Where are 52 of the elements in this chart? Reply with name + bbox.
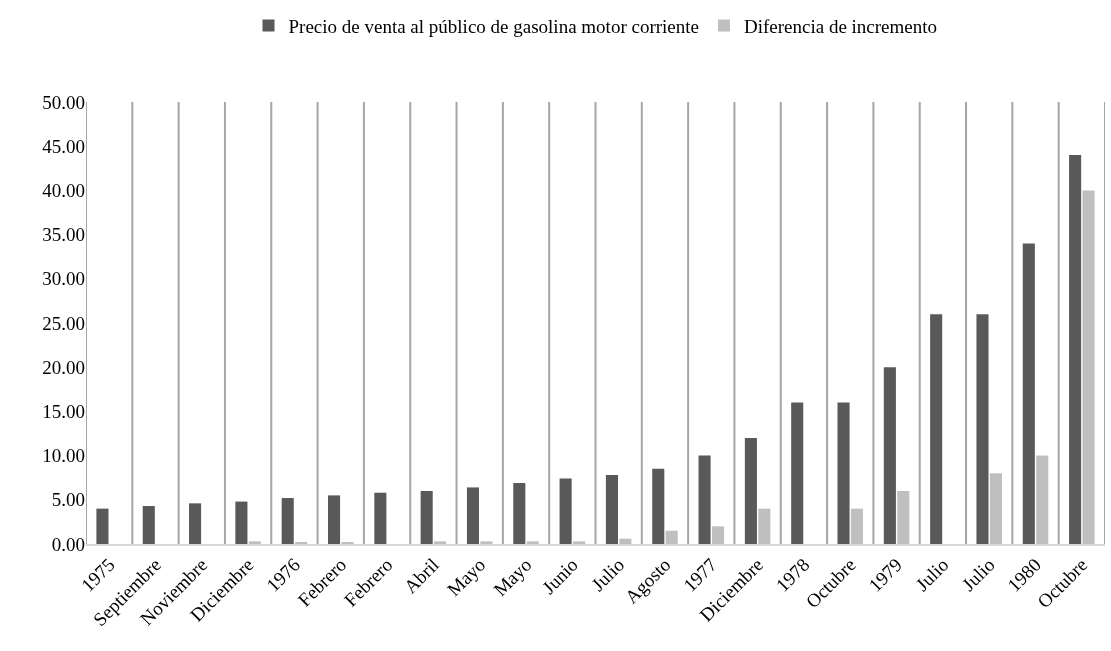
- y-tick-label: 5.00: [51, 489, 85, 511]
- y-tick-label: 20.00: [42, 356, 85, 378]
- bar: [665, 530, 678, 544]
- bar: [605, 475, 618, 544]
- bar: [850, 508, 864, 544]
- bar: [1036, 455, 1049, 544]
- bar: [559, 478, 572, 544]
- bar: [989, 473, 1002, 544]
- bar: [791, 402, 804, 544]
- y-tick-label: 25.00: [42, 312, 85, 334]
- bar: [837, 402, 850, 544]
- y-tick-label: 30.00: [42, 268, 85, 290]
- y-tick-label: 10.00: [42, 445, 85, 467]
- bar: [744, 437, 757, 544]
- bar: [897, 490, 910, 544]
- y-tick-label: 50.00: [42, 91, 85, 113]
- x-tick-label: Julio: [957, 554, 999, 595]
- bar: [142, 505, 155, 544]
- bar: [420, 490, 433, 544]
- bar: [1082, 190, 1095, 544]
- bar: [374, 492, 387, 544]
- bar: [513, 483, 526, 544]
- y-tick-label: 0.00: [51, 533, 85, 555]
- bar: [1069, 155, 1082, 544]
- bar: [480, 541, 493, 544]
- x-tick-label: Julio: [587, 554, 629, 595]
- legend-label: Precio de venta al público de gasolina motor corriente: [288, 15, 699, 37]
- bar: [189, 503, 202, 544]
- bar: [466, 487, 480, 544]
- bar: [96, 508, 109, 544]
- y-tick-label: 45.00: [42, 135, 85, 157]
- y-tick-label: 15.00: [42, 401, 85, 423]
- bar: [1022, 243, 1035, 544]
- bar: [652, 468, 665, 544]
- bar: [698, 455, 711, 544]
- bar: [526, 541, 539, 544]
- bar: [619, 538, 632, 544]
- y-tick-label: 35.00: [42, 224, 85, 246]
- bar: [930, 314, 943, 544]
- bar: [248, 541, 261, 544]
- bar: [758, 508, 771, 544]
- bar: [976, 314, 989, 544]
- bar: [281, 498, 294, 544]
- bar: [711, 526, 725, 544]
- y-tick-label: 40.00: [42, 180, 85, 202]
- bar: [327, 495, 341, 544]
- legend-label: Diferencia de incremento: [743, 15, 938, 37]
- bar: [883, 367, 896, 544]
- x-tick-label: Julio: [911, 554, 953, 595]
- bar: [235, 501, 248, 544]
- bar: [434, 541, 447, 544]
- bar: [573, 541, 586, 544]
